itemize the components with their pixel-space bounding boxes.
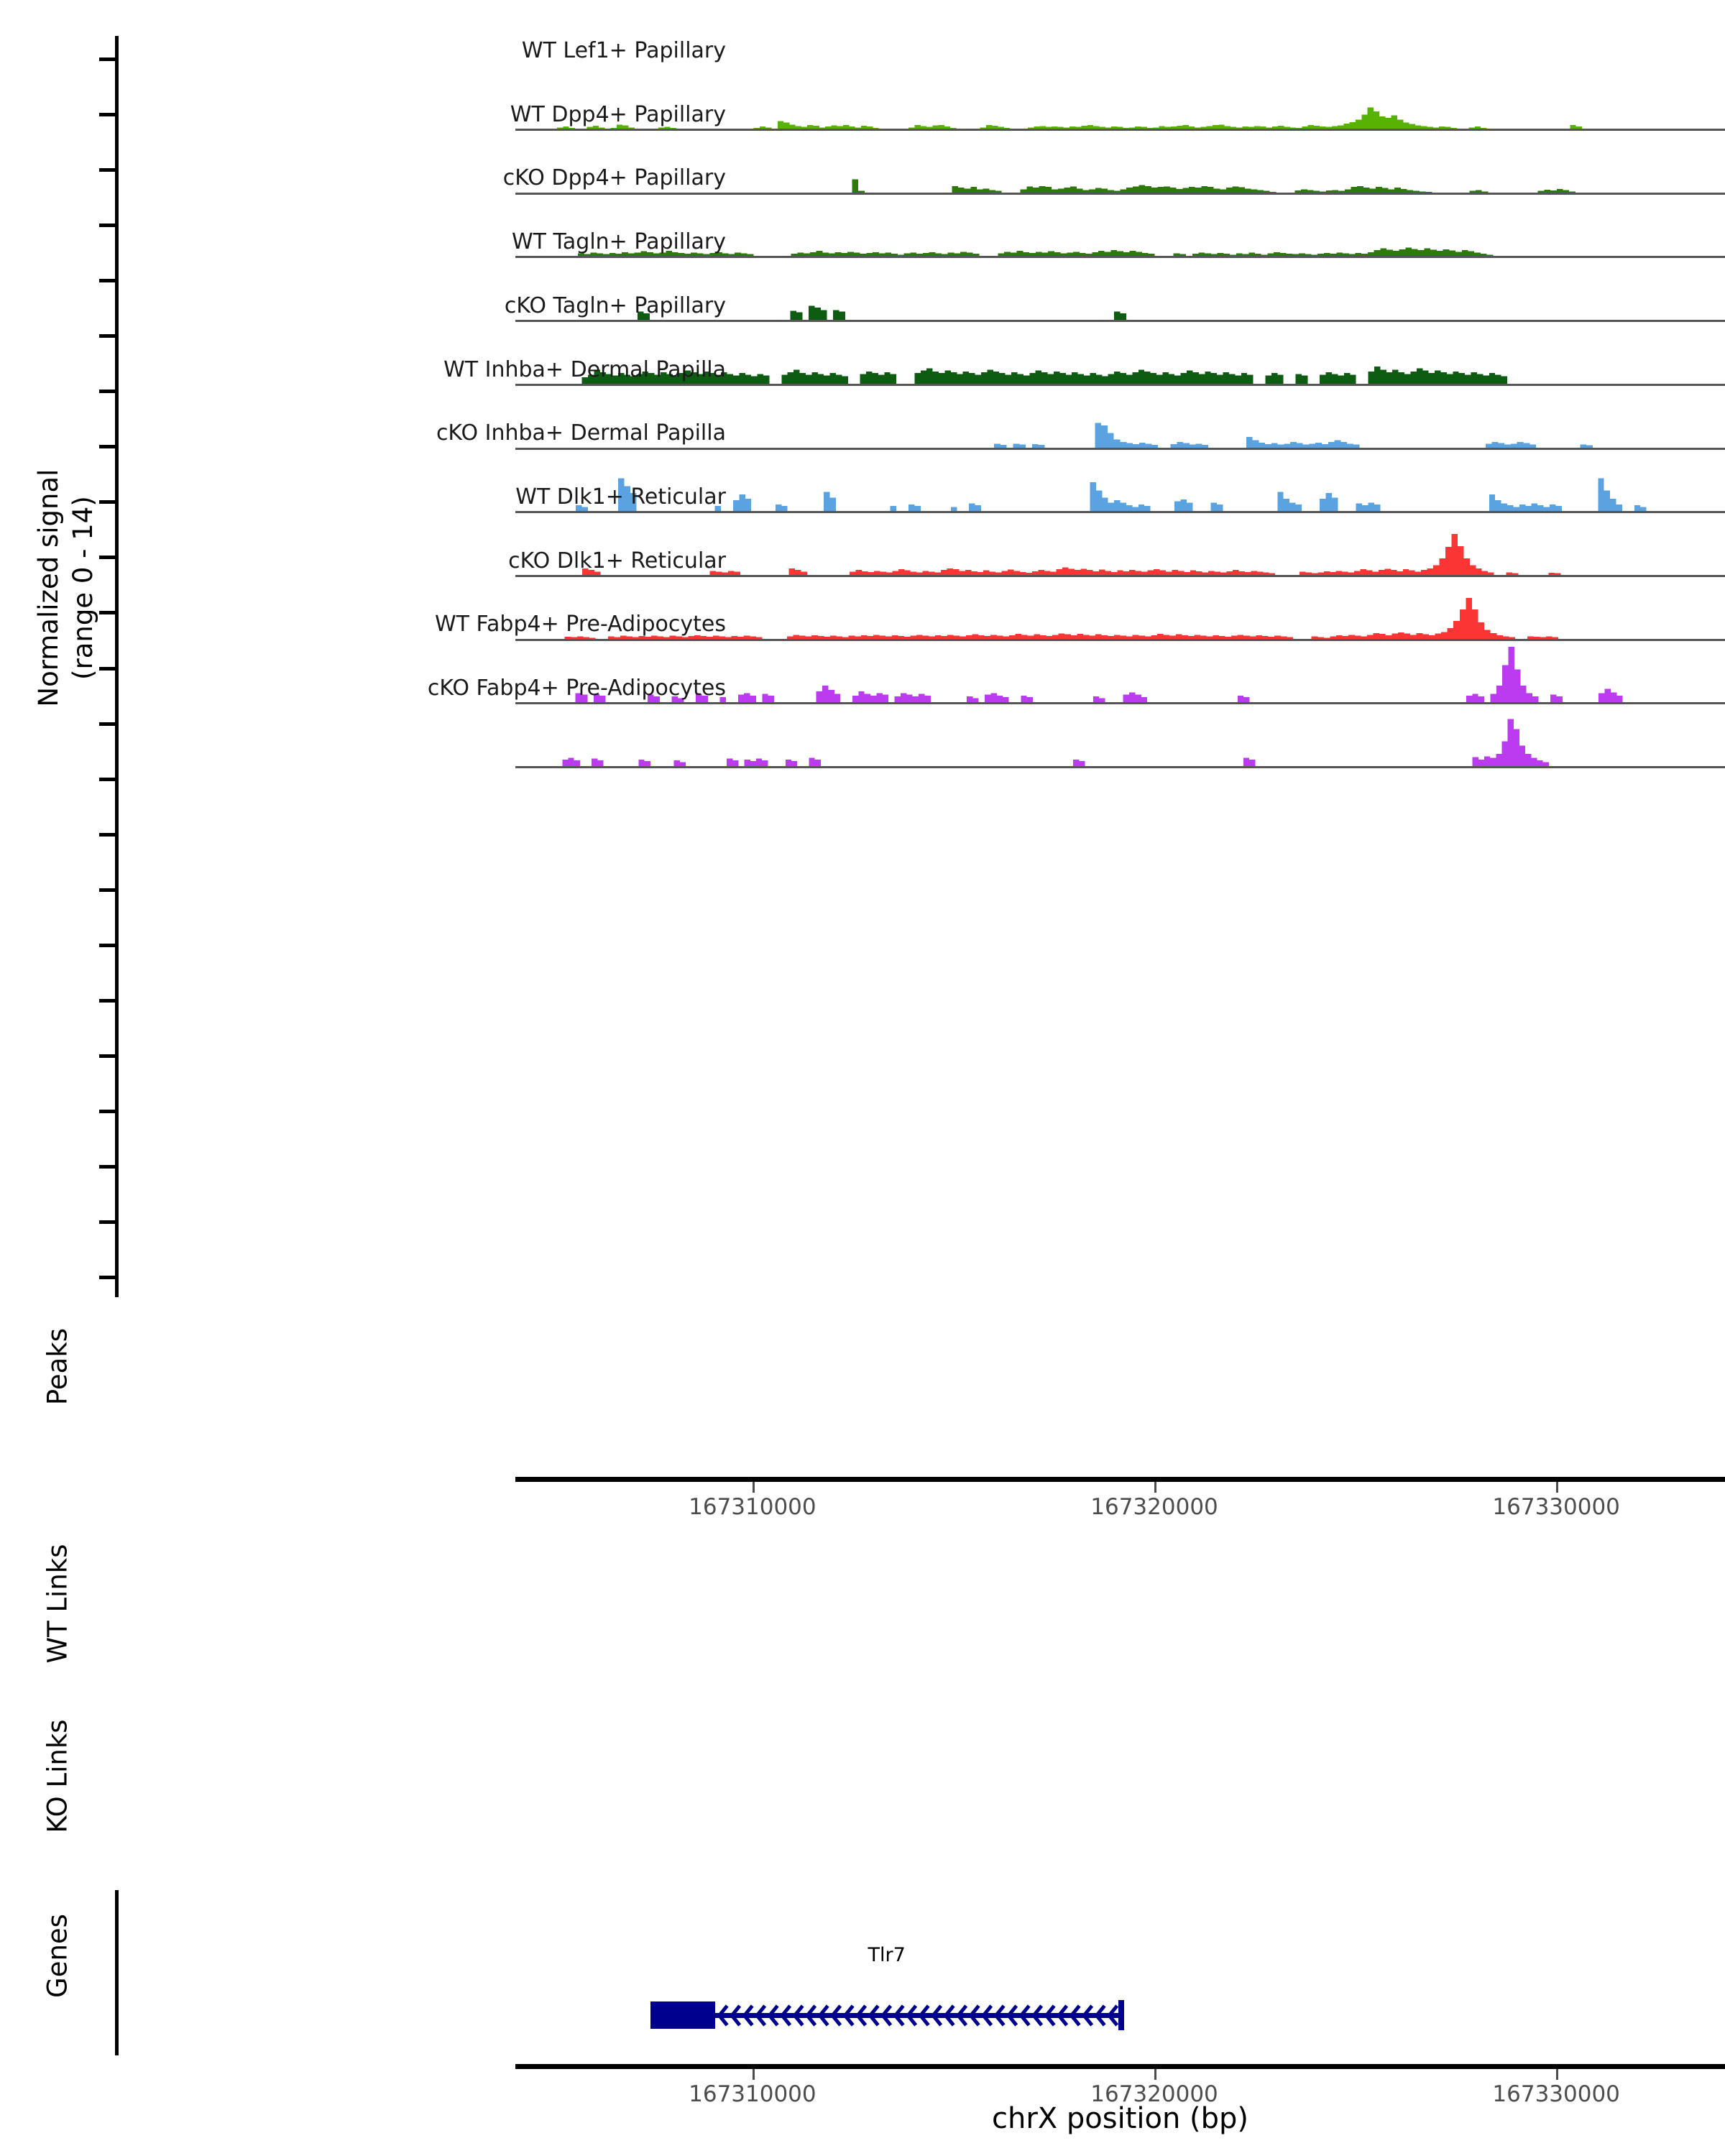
track-label: WT Fabp4+ Pre-Adipocytes (435, 612, 726, 637)
peaks-x-axis (515, 1477, 1725, 1482)
y-axis-tick (99, 168, 115, 172)
track-baseline (515, 638, 1725, 641)
track-label-row: cKO Inhba+ Dermal Papilla (0, 420, 726, 446)
gene-exon-block (650, 2001, 715, 2029)
gene-name-label: Tlr7 (868, 1944, 906, 1966)
track-label: cKO Dpp4+ Papillary (502, 165, 726, 191)
track-label: cKO Inhba+ Dermal Papilla (436, 420, 726, 446)
track-label: WT Lef1+ Papillary (521, 38, 726, 63)
track-baseline (515, 511, 1725, 514)
x-axis-tick (1556, 1482, 1559, 1493)
y-axis-tick (99, 57, 115, 61)
genes-axis-spine (115, 1890, 119, 2055)
x-axis-tick (752, 1482, 755, 1493)
signal-track[interactable] (515, 645, 1725, 703)
y-axis-spine (99, 36, 119, 1297)
y-axis-tick (99, 998, 115, 1003)
track-baseline (515, 129, 1725, 131)
track-label: cKO Tagln+ Papillary (504, 292, 726, 318)
x-axis-tick-label: 167330000 (1492, 2081, 1620, 2107)
y-axis-tick (99, 611, 115, 615)
x-axis-tick-label: 167330000 (1492, 1494, 1620, 1520)
track-label-row: cKO Fabp4+ Pre-Adipocytes (0, 676, 726, 701)
y-axis-tick (99, 224, 115, 228)
y-axis-tick (99, 666, 115, 671)
gene-intron-line (650, 2013, 1123, 2018)
x-axis-tick-label: 167310000 (689, 2081, 816, 2107)
track-baseline (515, 766, 1725, 768)
signal-track[interactable] (515, 709, 1725, 766)
y-axis-tick (99, 777, 115, 781)
y-axis-tick (99, 390, 115, 394)
y-axis-label-line1: Normalized signal (32, 469, 64, 707)
signal-track[interactable] (515, 198, 1725, 257)
gene-end-cap (1118, 2000, 1124, 2030)
x-axis-tick-label: 167320000 (1090, 1494, 1218, 1520)
track-baseline (515, 383, 1725, 386)
signal-track[interactable] (515, 453, 1725, 512)
x-axis-tick-label: 167310000 (689, 1494, 816, 1520)
track-baseline (515, 320, 1725, 323)
y-axis-tick (99, 888, 115, 892)
x-axis-tick (1154, 1482, 1157, 1493)
gene-strand-arrows (717, 2004, 1119, 2027)
y-axis-tick (99, 1109, 115, 1113)
track-label: WT Tagln+ Papillary (512, 229, 726, 255)
signal-track[interactable] (515, 326, 1725, 384)
x-axis-tick (1154, 2069, 1157, 2080)
y-axis-tick (99, 279, 115, 283)
y-axis-tick (99, 334, 115, 338)
track-baseline (515, 447, 1725, 450)
track-label: WT Dlk1+ Reticular (515, 484, 726, 510)
track-baseline (515, 192, 1725, 195)
track-label-row: WT Lef1+ Papillary (0, 38, 726, 63)
y-axis-tick (99, 1164, 115, 1169)
y-axis-tick (99, 722, 115, 726)
y-axis-tick (99, 500, 115, 505)
signal-track[interactable] (515, 262, 1725, 321)
y-axis-tick (99, 832, 115, 837)
y-axis-tick (99, 1276, 115, 1279)
y-axis-tick (99, 556, 115, 560)
y-axis-tick (99, 1220, 115, 1224)
track-label-row: WT Fabp4+ Pre-Adipocytes (0, 612, 726, 637)
track-label-row: WT Dlk1+ Reticular (0, 484, 726, 510)
genes-x-axis (515, 2064, 1725, 2069)
track-label: cKO Fabp4+ Pre-Adipocytes (427, 676, 726, 701)
y-axis-tick (99, 113, 115, 117)
track-label-row: cKO Dpp4+ Papillary (0, 165, 726, 190)
x-axis-title: chrX position (bp) (991, 2102, 1249, 2135)
x-axis-tick (1556, 2069, 1559, 2080)
track-label: WT Dpp4+ Papillary (510, 101, 726, 127)
y-axis-tick (99, 445, 115, 449)
y-axis-label: Normalized signal (range 0 - 14) (32, 401, 101, 775)
track-label-row: cKO Tagln+ Papillary (0, 293, 726, 318)
track-label-row: WT Dpp4+ Papillary (0, 102, 726, 127)
signal-track[interactable] (515, 135, 1725, 193)
track-baseline (515, 256, 1725, 259)
track-label-row: WT Tagln+ Papillary (0, 229, 726, 254)
track-baseline (515, 702, 1725, 705)
gene-model-tlr7[interactable] (515, 1994, 1725, 2037)
y-axis-label-line2: (range 0 - 14) (68, 496, 98, 680)
y-axis-tick (99, 943, 115, 947)
track-label: cKO Dlk1+ Reticular (508, 548, 726, 573)
section-label-genes: Genes (42, 1914, 73, 1998)
x-axis-tick (752, 2069, 755, 2080)
track-label: WT Inhba+ Dermal Papilla (443, 356, 726, 382)
track-label-row: WT Inhba+ Dermal Papilla (0, 357, 726, 382)
y-axis-tick (99, 1054, 115, 1058)
signal-track[interactable] (515, 390, 1725, 448)
track-label-row: cKO Dlk1+ Reticular (0, 548, 726, 573)
x-axis-tick-label: 167320000 (1090, 2081, 1218, 2107)
track-baseline (515, 574, 1725, 577)
